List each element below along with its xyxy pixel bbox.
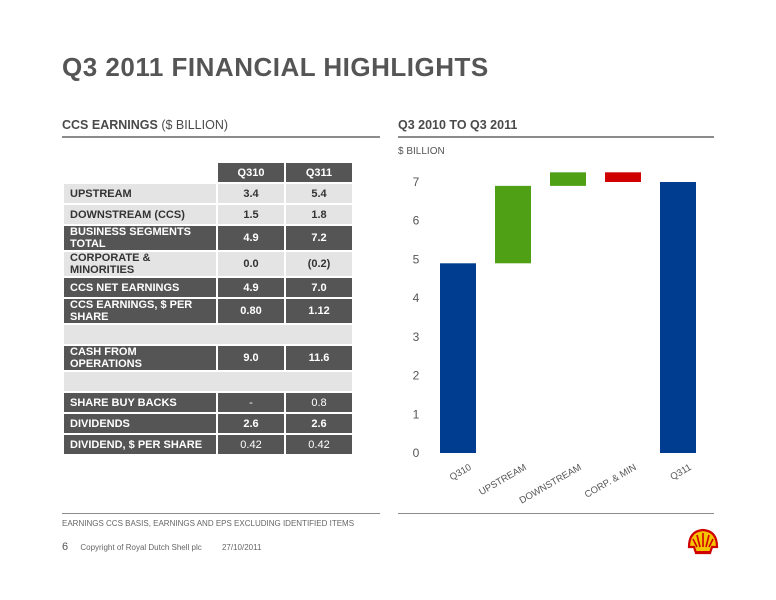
row-value-q310: 4.9 xyxy=(217,225,285,251)
row-value-q310: 4.9 xyxy=(217,277,285,298)
table-row: DIVIDEND, $ PER SHARE 0.42 0.42 xyxy=(63,434,353,455)
row-value-q311: 7.0 xyxy=(285,277,353,298)
copyright-text: Copyright of Royal Dutch Shell plc xyxy=(80,543,201,552)
row-value-q311: 0.42 xyxy=(285,434,353,455)
footer-date: 27/10/2011 xyxy=(222,543,261,552)
chart-section-title: Q3 2010 TO Q3 2011 xyxy=(398,118,517,132)
table-row: SHARE BUY BACKS - 0.8 xyxy=(63,392,353,413)
table-spacer-row xyxy=(63,371,353,392)
row-value-q311: 11.6 xyxy=(285,345,353,371)
row-label: CORPORATE & MINORITIES xyxy=(63,251,217,277)
bar-q311 xyxy=(660,182,696,453)
row-value-q311: 1.8 xyxy=(285,204,353,225)
table-header-row: Q310 Q311 xyxy=(63,162,353,183)
row-value-q310: 0.0 xyxy=(217,251,285,277)
row-value-q310: 2.6 xyxy=(217,413,285,434)
table-row: CCS EARNINGS, $ PER SHARE 0.80 1.12 xyxy=(63,298,353,324)
table-row: CCS NET EARNINGS 4.9 7.0 xyxy=(63,277,353,298)
row-value-q311: 0.8 xyxy=(285,392,353,413)
table-spacer-row xyxy=(63,324,353,345)
chart-bars xyxy=(440,172,696,453)
table-row: CASH FROM OPERATIONS 9.0 11.6 xyxy=(63,345,353,371)
shell-pecten-logo xyxy=(686,527,720,557)
row-value-q311: 7.2 xyxy=(285,225,353,251)
y-tick-label: 0 xyxy=(413,446,420,460)
row-label: CCS NET EARNINGS xyxy=(63,277,217,298)
footnote: EARNINGS CCS BASIS, EARNINGS AND EPS EXC… xyxy=(62,519,354,528)
row-label: SHARE BUY BACKS xyxy=(63,392,217,413)
y-tick-label: 2 xyxy=(413,369,420,383)
row-label: CASH FROM OPERATIONS xyxy=(63,345,217,371)
row-label: DIVIDENDS xyxy=(63,413,217,434)
table-row: DIVIDENDS 2.6 2.6 xyxy=(63,413,353,434)
table-section-rule xyxy=(62,136,380,138)
row-value-q311: (0.2) xyxy=(285,251,353,277)
y-tick-label: 6 xyxy=(413,214,420,228)
row-value-q310: 1.5 xyxy=(217,204,285,225)
row-value-q311: 2.6 xyxy=(285,413,353,434)
earnings-table: Q310 Q311 UPSTREAM 3.4 5.4 DOWNSTREAM (C… xyxy=(62,161,354,456)
x-tick-label: UPSTREAM xyxy=(477,462,528,498)
row-value-q310: 9.0 xyxy=(217,345,285,371)
row-value-q310: - xyxy=(217,392,285,413)
row-label: UPSTREAM xyxy=(63,183,217,204)
table-row: UPSTREAM 3.4 5.4 xyxy=(63,183,353,204)
row-label: CCS EARNINGS, $ PER SHARE xyxy=(63,298,217,324)
y-tick-label: 1 xyxy=(413,407,420,421)
footer-rule-right xyxy=(398,513,714,514)
table-header-q310: Q310 xyxy=(217,162,285,183)
chart-section-rule xyxy=(398,136,714,138)
table-header-q311: Q311 xyxy=(285,162,353,183)
chart-unit-label: $ BILLION xyxy=(398,146,445,157)
table-header-blank xyxy=(63,162,217,183)
page-title: Q3 2011 FINANCIAL HIGHLIGHTS xyxy=(62,52,489,83)
x-tick-label: Q311 xyxy=(668,462,693,483)
bar-q310 xyxy=(440,263,476,453)
row-value-q310: 0.80 xyxy=(217,298,285,324)
bar-downstream xyxy=(550,172,586,186)
row-value-q311: 1.12 xyxy=(285,298,353,324)
table-row: DOWNSTREAM (CCS) 1.5 1.8 xyxy=(63,204,353,225)
table-section-title-text: CCS EARNINGS xyxy=(62,118,158,132)
footer: 6 Copyright of Royal Dutch Shell plc 27/… xyxy=(62,541,261,553)
table-row: BUSINESS SEGMENTS TOTAL 4.9 7.2 xyxy=(63,225,353,251)
bar-upstream xyxy=(495,186,531,263)
row-value-q310: 0.42 xyxy=(217,434,285,455)
page-number: 6 xyxy=(62,541,68,553)
y-tick-label: 7 xyxy=(413,175,420,189)
x-tick-label: CORP. & MIN xyxy=(583,462,639,501)
y-tick-label: 3 xyxy=(413,330,420,344)
footer-rule-left xyxy=(62,513,380,514)
y-tick-label: 4 xyxy=(413,291,420,305)
table-section-unit: ($ BILLION) xyxy=(161,118,228,132)
bar-corp-min xyxy=(605,172,641,182)
y-axis-ticks: 0 1 2 3 4 5 6 7 xyxy=(413,175,420,460)
row-value-q310: 3.4 xyxy=(217,183,285,204)
row-label: BUSINESS SEGMENTS TOTAL xyxy=(63,225,217,251)
x-tick-label: Q310 xyxy=(448,462,474,483)
table-section-title: CCS EARNINGS ($ BILLION) xyxy=(62,118,228,132)
x-tick-label: DOWNSTREAM xyxy=(518,462,584,505)
table-row: CORPORATE & MINORITIES 0.0 (0.2) xyxy=(63,251,353,277)
row-label: DIVIDEND, $ PER SHARE xyxy=(63,434,217,455)
y-tick-label: 5 xyxy=(413,252,420,266)
row-value-q311: 5.4 xyxy=(285,183,353,204)
row-label: DOWNSTREAM (CCS) xyxy=(63,204,217,225)
